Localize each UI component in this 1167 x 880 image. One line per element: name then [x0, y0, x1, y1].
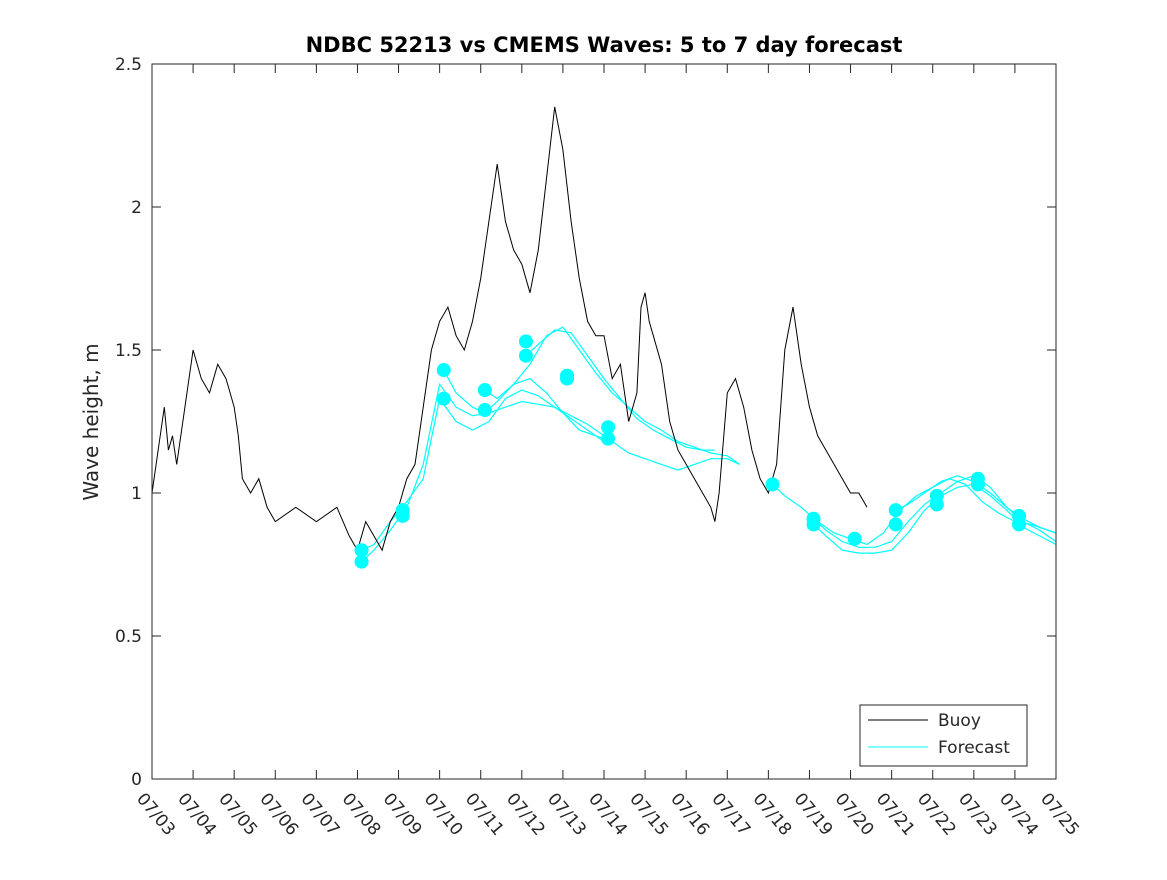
y-tick-label-1: 0.5: [115, 627, 142, 647]
forecast-line-4: [525, 329, 715, 451]
forecast-marker-16: [806, 517, 821, 532]
y-axis-label: Wave height, m: [79, 343, 103, 500]
legend-forecast-label: Forecast: [938, 738, 1010, 758]
forecast-marker-6: [477, 383, 492, 398]
forecast-marker-8: [518, 334, 533, 349]
plot-area: [151, 106, 1057, 569]
forecast-marker-4: [436, 363, 451, 378]
legend-buoy-label: Buoy: [938, 711, 981, 731]
legend-box: [859, 704, 1028, 767]
y-tick-label-5: 2.5: [115, 55, 142, 75]
forecast-marker-18: [888, 503, 903, 518]
forecast-marker-9: [518, 348, 533, 363]
forecast-marker-13: [601, 431, 616, 446]
forecast-marker-7: [477, 403, 492, 418]
y-tick-label-3: 1.5: [115, 341, 142, 361]
legend: Buoy Forecast: [859, 704, 1028, 767]
y-tick-label-2: 1: [131, 484, 142, 504]
forecast-marker-17: [847, 531, 862, 546]
chart-title: NDBC 52213 vs CMEMS Waves: 5 to 7 day fo…: [306, 33, 903, 57]
forecast-marker-11: [560, 371, 575, 386]
forecast-marker-14: [765, 477, 780, 492]
y-tick-label-0: 0: [131, 770, 142, 790]
forecast-marker-19: [888, 517, 903, 532]
buoy-line: [151, 106, 868, 552]
forecast-marker-25: [1012, 517, 1027, 532]
forecast-marker-1: [354, 543, 369, 558]
forecast-marker-21: [929, 497, 944, 512]
forecast-marker-3: [395, 503, 410, 518]
y-tick-label-4: 2: [131, 198, 142, 218]
forecast-marker-23: [970, 477, 985, 492]
forecast-marker-5: [436, 391, 451, 406]
